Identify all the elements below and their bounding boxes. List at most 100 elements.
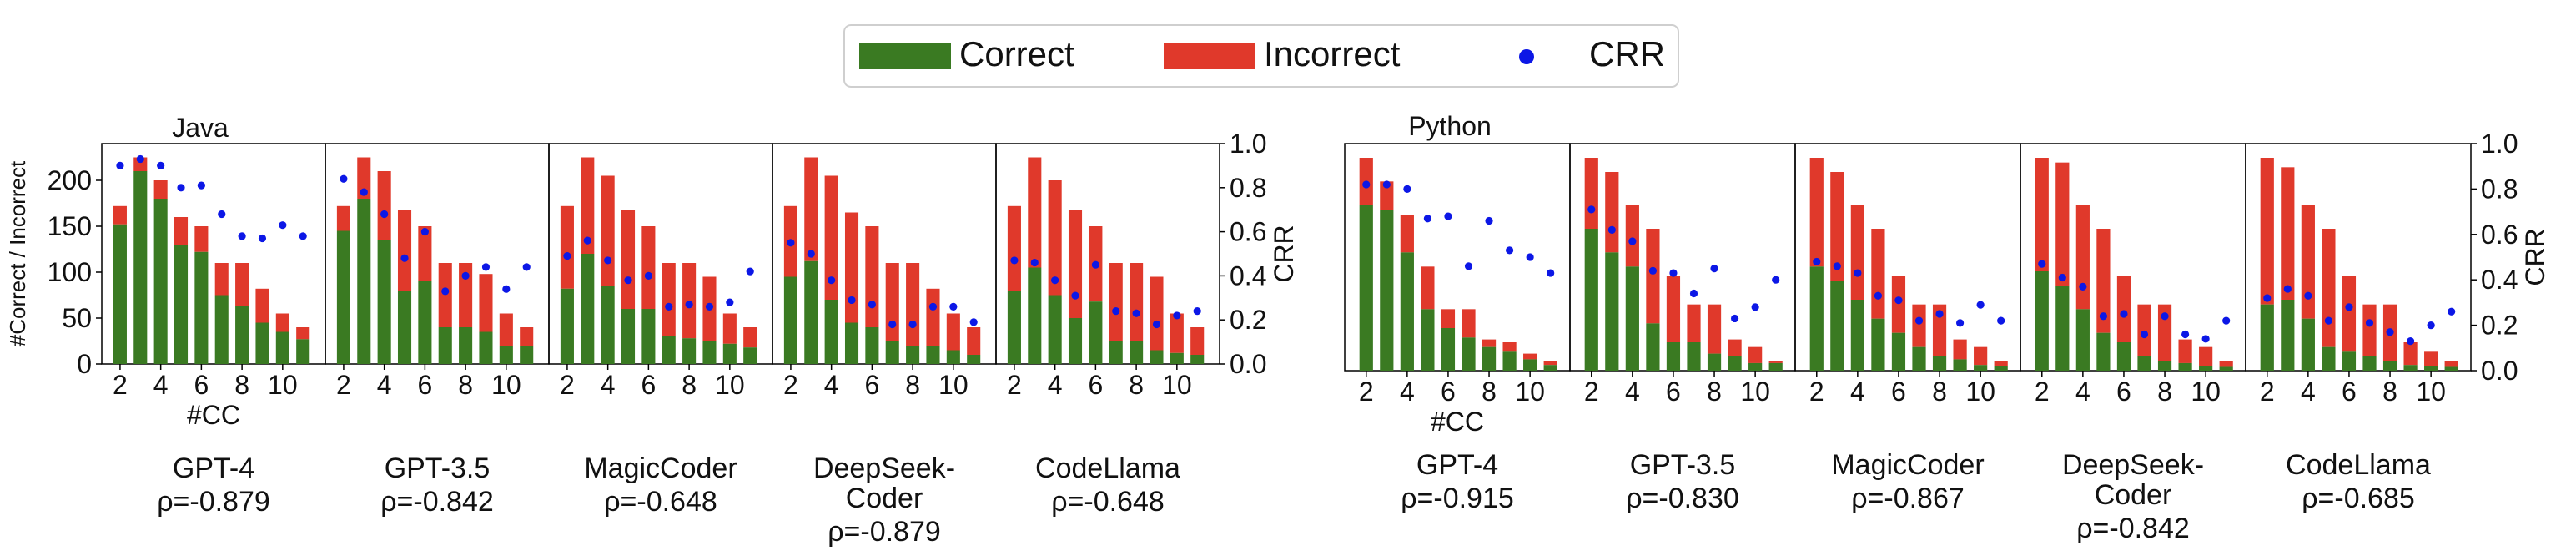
bar-incorrect — [1646, 229, 1660, 324]
crr-point — [218, 210, 226, 219]
bar-incorrect — [2116, 276, 2131, 342]
x-tick-label: 10 — [715, 370, 745, 400]
bar-incorrect — [2137, 304, 2151, 356]
bar-incorrect — [2075, 205, 2090, 310]
crr-point — [1935, 310, 1944, 318]
bar-incorrect — [2424, 351, 2438, 366]
x-tick-label: 6 — [2116, 377, 2131, 407]
x-tick-label: 2 — [2035, 377, 2050, 407]
crr-point — [2427, 321, 2435, 330]
x-tick-label: 8 — [1932, 377, 1947, 407]
crr-point — [1669, 269, 1678, 277]
model-rho: ρ=-0.842 — [380, 486, 494, 518]
bar-incorrect — [1068, 210, 1083, 318]
model-name: DeepSeek- — [2062, 449, 2204, 481]
x-tick-label: 6 — [2342, 377, 2357, 407]
bar-incorrect — [1625, 205, 1639, 267]
bar-correct — [1400, 252, 1414, 371]
bar-incorrect — [438, 263, 452, 327]
bar-incorrect — [722, 313, 737, 344]
bar-incorrect — [1170, 313, 1184, 353]
bar-correct — [113, 224, 127, 364]
legend-label-correct: Correct — [959, 34, 1074, 73]
bar-correct — [194, 251, 209, 364]
model-rho: ρ=-0.648 — [1051, 486, 1165, 518]
bar-incorrect — [2281, 167, 2295, 300]
subplot-gpt-4: 2 4 6 8 10 GPT-4ρ=-0.879 — [101, 143, 326, 518]
bar-correct — [906, 346, 920, 364]
crr-point — [1132, 309, 1140, 317]
crr-point — [726, 298, 734, 306]
bar-incorrect — [1974, 346, 1988, 366]
bar-correct — [2096, 332, 2111, 371]
bar-correct — [255, 322, 269, 364]
bar-incorrect — [2362, 304, 2377, 356]
crr-point — [1976, 301, 1985, 309]
x-tick-label: 10 — [1965, 377, 1995, 407]
bar-correct — [1625, 266, 1639, 371]
bar-correct — [1028, 267, 1042, 364]
y2-tick-label: 0.8 — [2481, 174, 2518, 204]
x-tick-label: 8 — [1129, 370, 1144, 400]
model-rho: ρ=-0.879 — [828, 516, 941, 548]
crr-point — [2304, 291, 2312, 300]
bar-correct — [1994, 366, 2008, 371]
bar-incorrect — [1748, 346, 1763, 363]
bar-correct — [1748, 362, 1763, 371]
bar-correct — [1150, 350, 1164, 364]
bar-correct — [2342, 351, 2357, 371]
legend-frame — [843, 24, 1679, 88]
bar-correct — [1666, 342, 1681, 371]
bar-correct — [702, 341, 717, 364]
bar-incorrect — [336, 205, 350, 231]
bar-incorrect — [1130, 263, 1144, 341]
bar-incorrect — [621, 210, 636, 309]
crr-point — [2365, 319, 2374, 327]
bar-correct — [214, 295, 229, 364]
bar-incorrect — [255, 288, 269, 323]
bar-incorrect — [1380, 181, 1394, 210]
x-tick-label: 4 — [2301, 377, 2316, 407]
bar-incorrect — [113, 205, 127, 225]
bar-incorrect — [214, 263, 229, 296]
bar-correct — [1502, 351, 1517, 371]
crr-point — [522, 263, 531, 271]
crr-point — [1505, 246, 1514, 255]
x-tick-label: 10 — [2416, 377, 2446, 407]
bar-incorrect — [153, 180, 168, 199]
bar-incorrect — [885, 263, 899, 341]
crr-point — [665, 302, 673, 311]
crr-point — [441, 287, 450, 296]
y-tick-label: 100 — [48, 257, 92, 287]
bar-correct — [1482, 346, 1497, 371]
x-tick-label: 8 — [682, 370, 697, 400]
bar-correct — [1871, 318, 1885, 371]
bar-correct — [1809, 266, 1824, 371]
x-tick-label: 6 — [1891, 377, 1906, 407]
x-tick-label: 4 — [1400, 377, 1415, 407]
model-name: GPT-3.5 — [385, 452, 491, 484]
bar-correct — [2178, 362, 2192, 371]
crr-point — [1010, 256, 1019, 265]
bar-incorrect — [1007, 205, 1021, 291]
bar-correct — [2260, 304, 2274, 371]
crr-point — [1071, 291, 1079, 300]
y2-tick-label: 1.0 — [2481, 129, 2518, 159]
bar-incorrect — [397, 210, 412, 291]
crr-point — [1955, 319, 1965, 327]
bar-correct — [1932, 356, 1947, 371]
bar-correct — [1359, 205, 1373, 371]
bar-correct — [2116, 342, 2131, 371]
bar-incorrect — [235, 263, 249, 306]
crr-point — [2181, 330, 2190, 339]
y-tick-label: 50 — [62, 303, 92, 333]
bar-incorrect — [1728, 339, 1742, 356]
x-tick-label: 4 — [824, 370, 839, 400]
bar-incorrect — [2444, 361, 2458, 367]
legend-label-crr: CRR — [1589, 34, 1665, 73]
bar-incorrect — [1891, 276, 1906, 333]
x-tick-label: 8 — [905, 370, 920, 400]
